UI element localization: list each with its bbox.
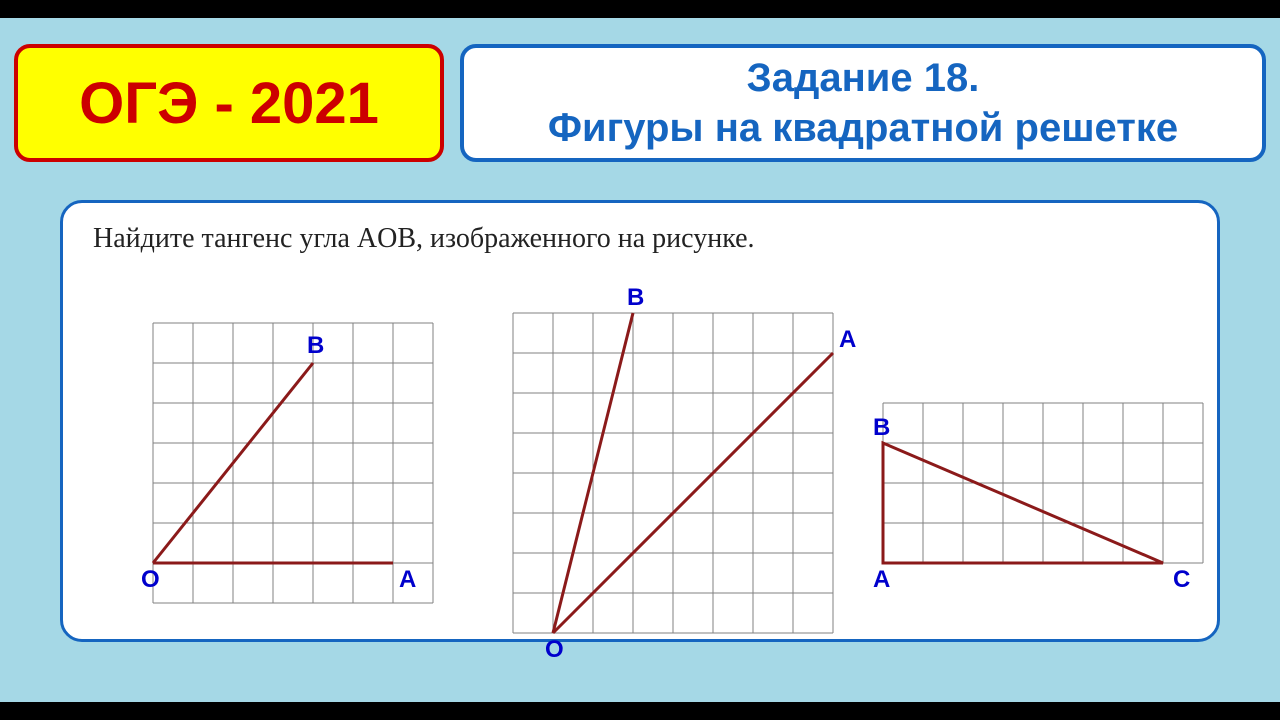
header-badge: ОГЭ - 2021 xyxy=(14,44,444,162)
header-title-line1: Задание 18. xyxy=(747,53,980,103)
problem-card: Найдите тангенс угла AOB, изображенного … xyxy=(60,200,1220,642)
header-badge-text: ОГЭ - 2021 xyxy=(79,70,379,137)
header-title: Задание 18. Фигуры на квадратной решетке xyxy=(460,44,1266,162)
svg-text:B: B xyxy=(873,414,890,441)
svg-text:C: C xyxy=(1173,566,1190,593)
svg-text:A: A xyxy=(839,326,856,353)
svg-text:A: A xyxy=(399,566,416,593)
diagram-1: O A B xyxy=(123,293,463,638)
diagram-3: B A C xyxy=(853,373,1233,598)
diagram-row: OABOBABAC xyxy=(93,283,1187,629)
problem-text: Найдите тангенс угла AOB, изображенного … xyxy=(93,223,1187,255)
svg-text:B: B xyxy=(307,332,324,359)
page: ОГЭ - 2021 Задание 18. Фигуры на квадрат… xyxy=(0,0,1280,720)
diagram-2: O B A xyxy=(483,283,863,668)
svg-text:O: O xyxy=(545,636,564,663)
header-title-line2: Фигуры на квадратной решетке xyxy=(548,103,1178,153)
svg-text:B: B xyxy=(627,284,644,311)
letterbox-bottom xyxy=(0,702,1280,720)
svg-text:O: O xyxy=(141,566,160,593)
background: ОГЭ - 2021 Задание 18. Фигуры на квадрат… xyxy=(0,18,1280,702)
svg-text:A: A xyxy=(873,566,890,593)
letterbox-top xyxy=(0,0,1280,18)
